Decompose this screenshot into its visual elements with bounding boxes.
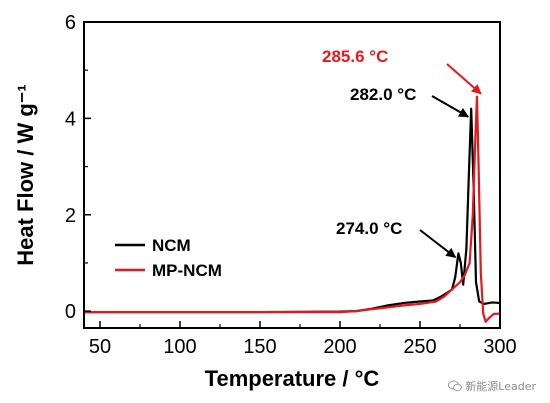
- series-line-ncm: [84, 107, 501, 314]
- series-line-mp-ncm: [84, 95, 501, 323]
- wechat-icon: [448, 380, 463, 392]
- y-tick-label-6: 6: [65, 12, 76, 34]
- peak-annotation-3: 274.0 °C: [336, 219, 402, 238]
- y-tick-label-0: 0: [65, 301, 76, 323]
- watermark-text: 新能源Leader: [465, 380, 536, 393]
- peak-annotation-1: 285.6 °C: [322, 47, 388, 66]
- x-tick-label-200: 200: [323, 336, 356, 358]
- y-tick-label-4: 4: [65, 108, 76, 130]
- x-axis-title: Temperature / °C: [205, 366, 380, 391]
- peak-arrow-3: [419, 229, 457, 259]
- y-axis-title: Heat Flow / W g⁻¹: [13, 84, 38, 266]
- x-tick-label-300: 300: [483, 336, 516, 358]
- x-tick-label-150: 150: [243, 336, 276, 358]
- plot-frame: [83, 21, 501, 329]
- x-tick-label-100: 100: [163, 336, 196, 358]
- legend-label-ncm: NCM: [152, 236, 191, 255]
- x-tick-label-250: 250: [403, 336, 436, 358]
- watermark: 新能源Leader: [448, 378, 536, 394]
- legend: NCM MP-NCM: [115, 236, 222, 280]
- y-tick-label-2: 2: [65, 205, 76, 227]
- legend-label-mp-ncm: MP-NCM: [152, 261, 222, 280]
- peak-annotation-2: 282.0 °C: [350, 85, 416, 104]
- x-tick-label-50: 50: [89, 336, 111, 358]
- peak-arrow-1: [446, 63, 482, 95]
- peak-arrow-2: [431, 95, 470, 118]
